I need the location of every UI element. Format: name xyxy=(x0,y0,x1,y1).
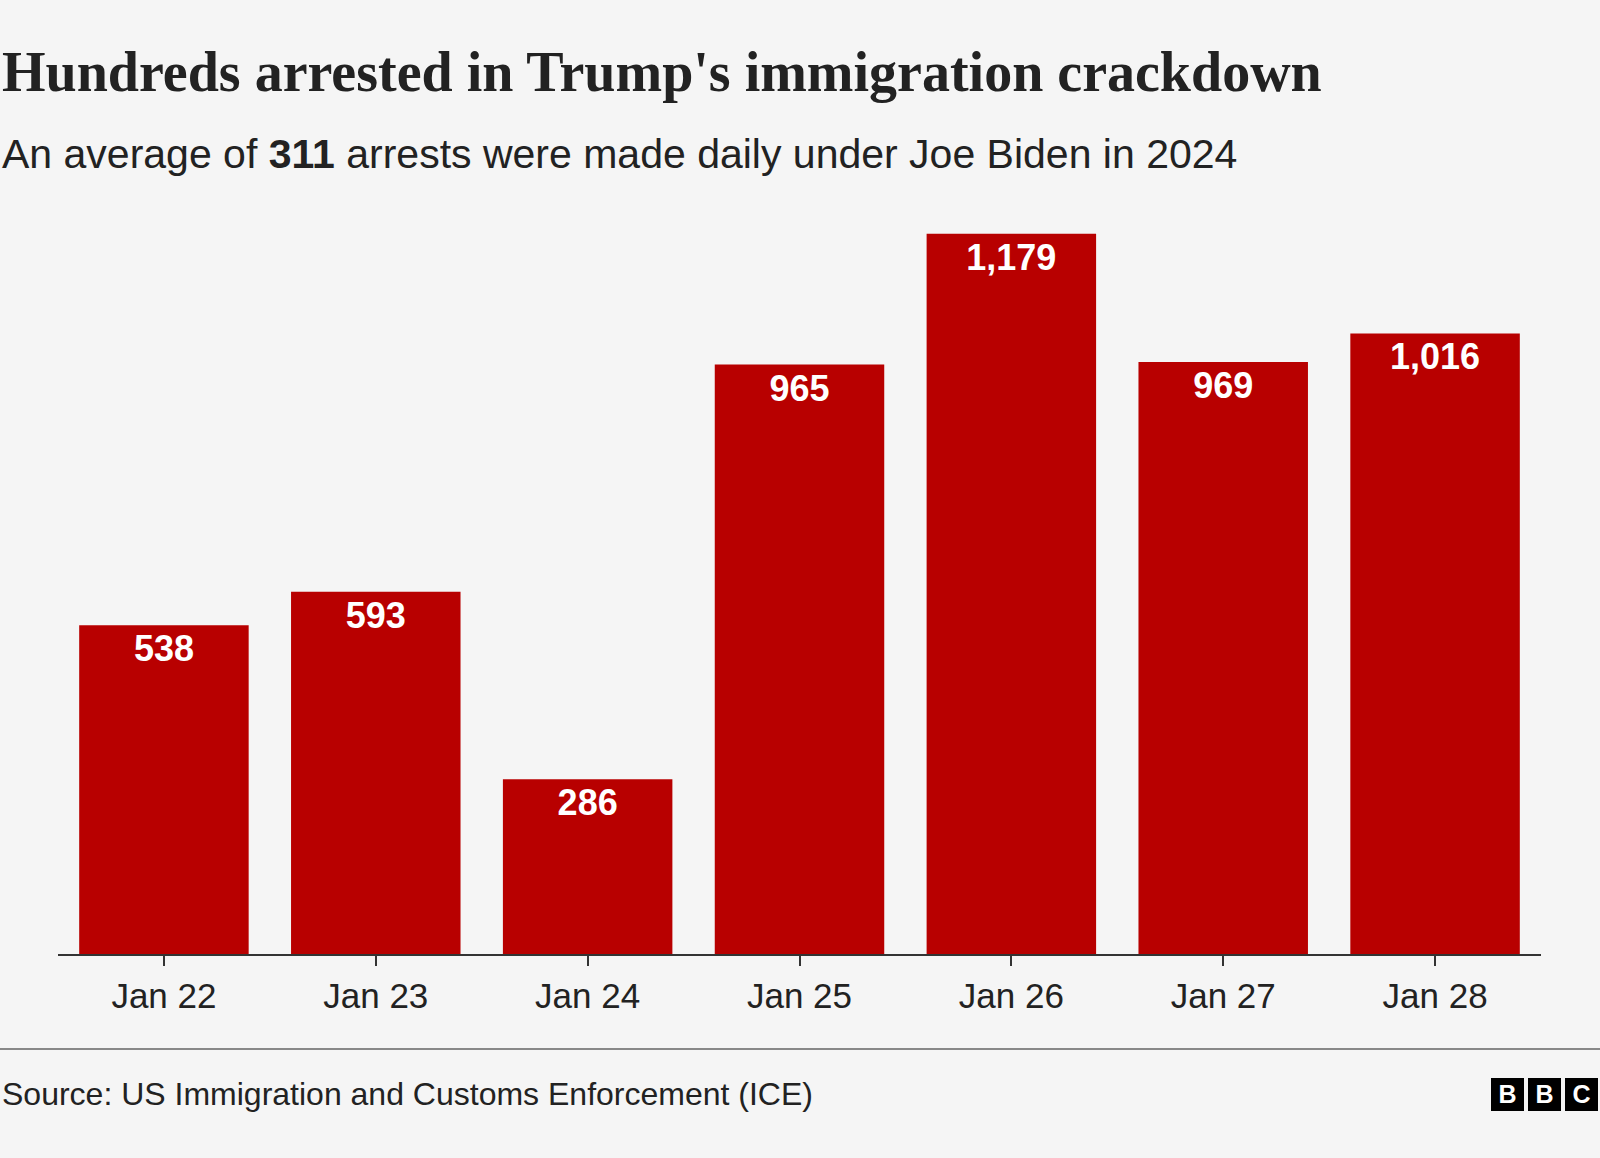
svg-text:969: 969 xyxy=(1193,365,1253,406)
svg-text:Jan 27: Jan 27 xyxy=(1171,976,1276,1015)
html-text:B: B xyxy=(1535,1080,1554,1108)
svg-text:965: 965 xyxy=(769,368,829,409)
html-text:An average of 311 arrests were: An average of 311 arrests were made dail… xyxy=(2,131,1238,177)
html-text:C: C xyxy=(1572,1080,1591,1108)
svg-text:Jan 24: Jan 24 xyxy=(535,976,640,1015)
svg-text:286: 286 xyxy=(558,782,618,823)
svg-text:1,016: 1,016 xyxy=(1390,336,1480,377)
svg-text:Jan 28: Jan 28 xyxy=(1383,976,1488,1015)
svg-text:Jan 22: Jan 22 xyxy=(111,976,216,1015)
html-text:Hundreds arrested in Trump's i: Hundreds arrested in Trump's immigration… xyxy=(2,41,1322,103)
svg-text:1,179: 1,179 xyxy=(966,237,1056,278)
html-text:B: B xyxy=(1498,1080,1517,1108)
svg-text:Jan 26: Jan 26 xyxy=(959,976,1064,1015)
svg-text:593: 593 xyxy=(346,595,406,636)
svg-text:538: 538 xyxy=(134,628,194,669)
html-text:Source: US Immigration and Cus: Source: US Immigration and Customs Enfor… xyxy=(2,1076,813,1112)
svg-text:Jan 23: Jan 23 xyxy=(323,976,428,1015)
svg-text:Jan 25: Jan 25 xyxy=(747,976,852,1015)
